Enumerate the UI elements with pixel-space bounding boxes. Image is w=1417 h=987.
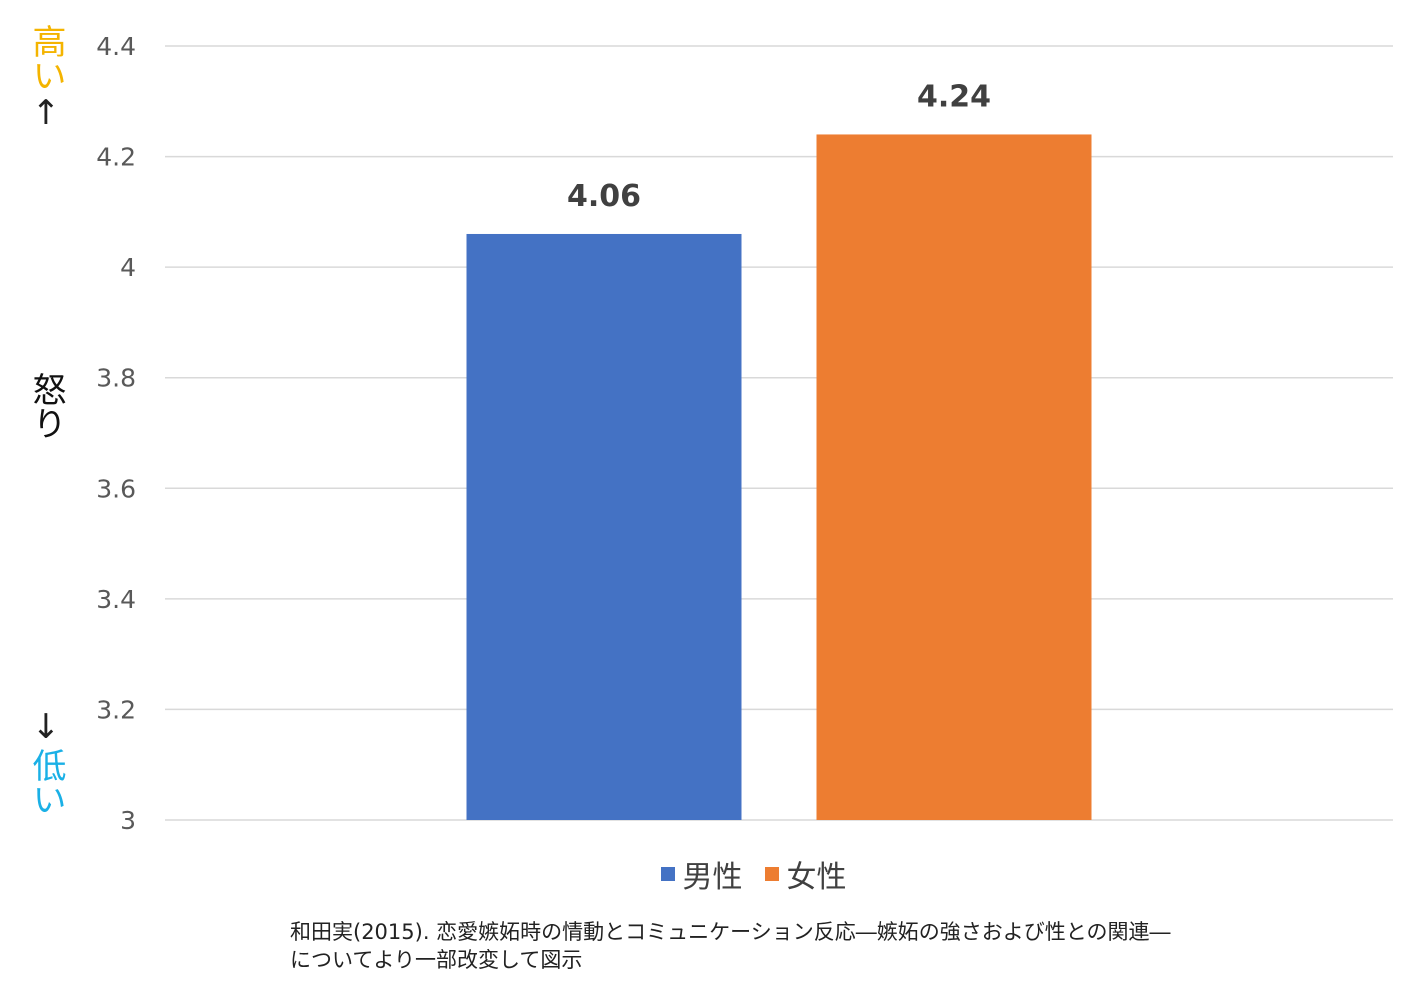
source-caption: 和田実(2015). 恋愛嫉妬時の情動とコミュニケーション反応―嫉妬の強さおよび… (290, 918, 1390, 974)
legend-swatch-male (660, 867, 675, 881)
y-axis-low-label: 低い (26, 748, 66, 816)
y-tick-label: 4 (120, 253, 136, 282)
y-axis-high-label: 高い (26, 24, 66, 92)
bar-female (816, 134, 1092, 820)
caption-line-1: 和田実(2015). 恋愛嫉妬時の情動とコミュニケーション反応―嫉妬の強さおよび… (290, 920, 1171, 944)
caption-line-2: についてより一部改変して図示 (290, 948, 583, 972)
y-tick-label: 3.6 (96, 474, 136, 503)
legend-swatch-female (764, 867, 779, 881)
arrow-down-icon: ↓ (31, 707, 61, 747)
y-tick-label: 4.2 (96, 143, 136, 172)
legend-label-female: 女性 (786, 860, 847, 895)
legend: 男性 女性 (0, 852, 1417, 896)
y-tick-label: 3.4 (96, 585, 136, 614)
data-label: 4.24 (917, 79, 991, 114)
bar-male (466, 233, 742, 820)
legend-item-male: 男性 (660, 852, 743, 896)
data-label: 4.06 (567, 179, 641, 214)
y-tick-label: 3 (120, 806, 136, 835)
y-tick-label: 4.4 (96, 32, 136, 61)
y-axis-title: 怒り (26, 372, 66, 440)
y-tick-label: 3.8 (96, 364, 136, 393)
legend-label-male: 男性 (682, 860, 743, 895)
legend-item-female: 女性 (764, 852, 847, 896)
y-tick-label: 3.2 (96, 695, 136, 724)
arrow-up-icon: ↑ (31, 93, 61, 133)
